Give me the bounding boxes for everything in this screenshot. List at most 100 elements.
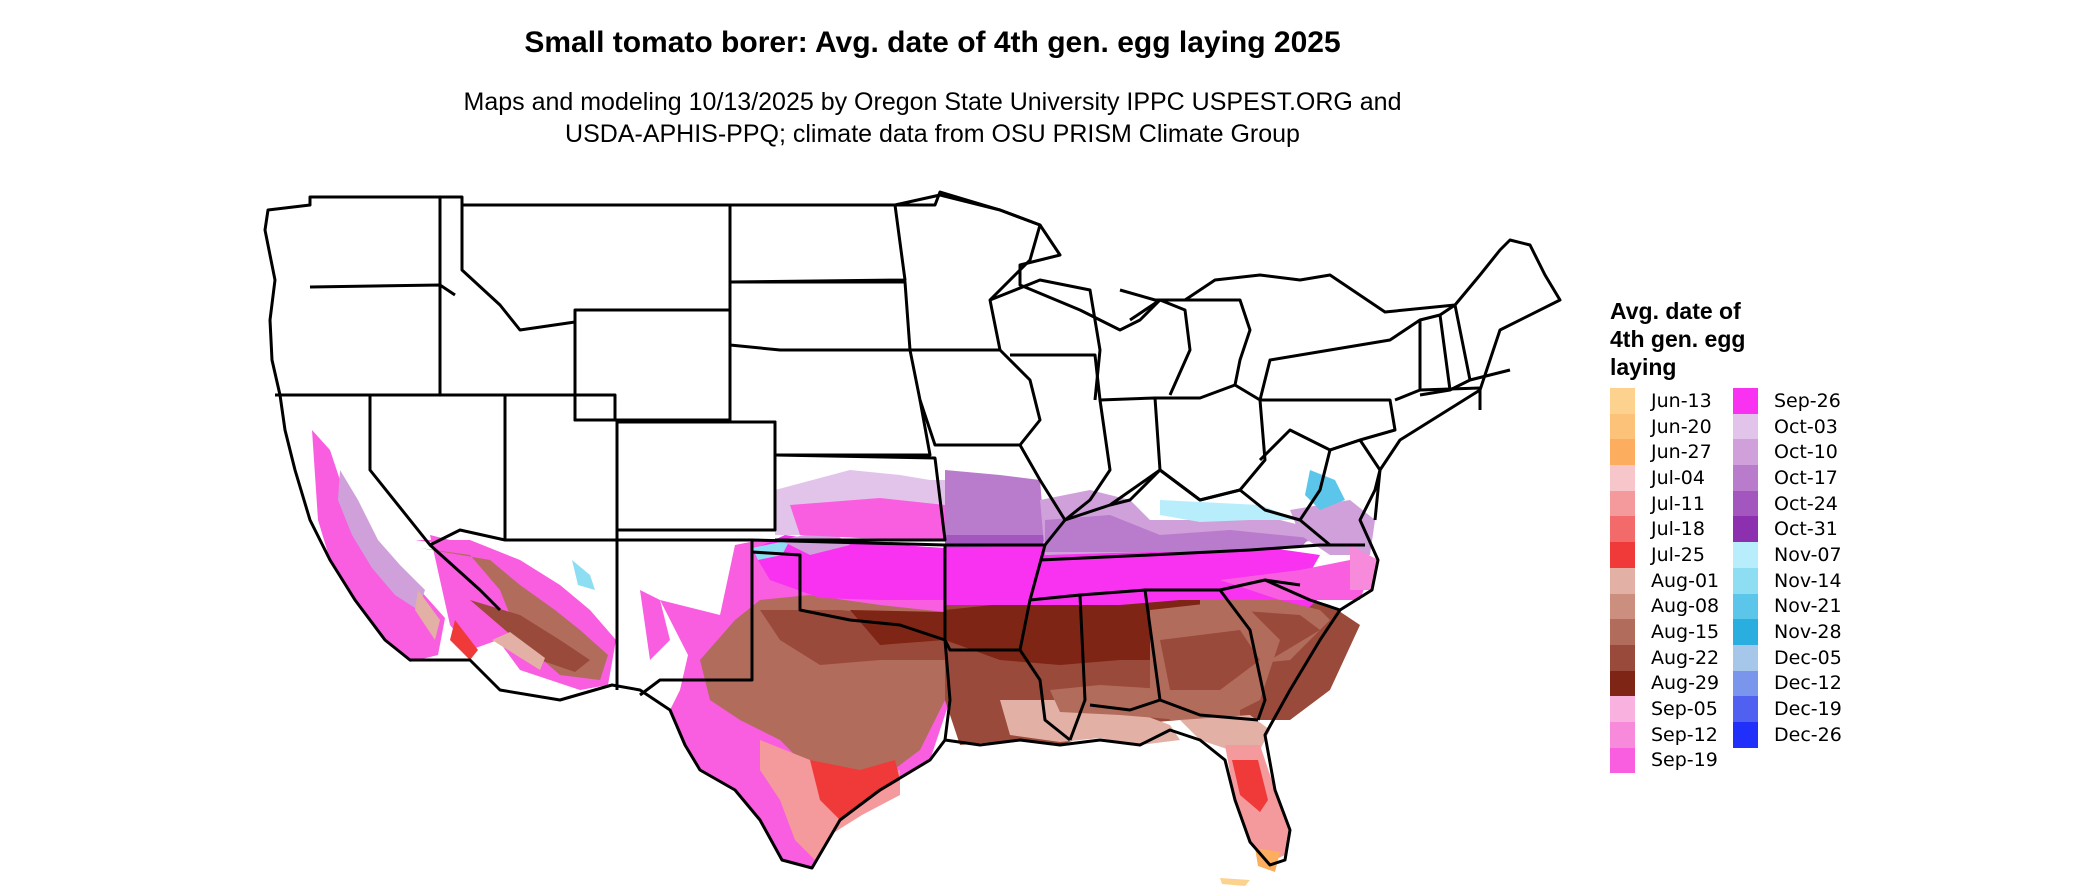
fill-arizona-rust [470, 600, 590, 672]
legend-item: Sep-26 [1733, 388, 1842, 414]
fill-arizona-red [450, 620, 478, 660]
legend-swatch [1733, 413, 1758, 440]
legend-title-line-1: Avg. date of [1610, 298, 1741, 324]
legend-swatch [1610, 721, 1635, 748]
legend-label: Jul-11 [1651, 492, 1705, 515]
legend-label: Jun-27 [1651, 441, 1712, 464]
legend-item: Aug-01 [1610, 567, 1719, 594]
fill-missouri-band [945, 470, 1045, 548]
legend-label: Sep-19 [1651, 749, 1718, 772]
legend-item: Sep-19 [1610, 747, 1719, 774]
legend-swatch [1733, 490, 1758, 517]
legend-swatch [1610, 747, 1635, 774]
subtitle-line-2: USDA-APHIS-PPQ; climate data from OSU PR… [565, 120, 1300, 148]
legend-label: Oct-24 [1774, 492, 1838, 515]
legend-item: Nov-21 [1733, 593, 1842, 620]
legend-item: Aug-29 [1610, 670, 1720, 697]
legend-item: Jun-20 [1610, 413, 1719, 440]
legend-label: Nov-14 [1774, 569, 1842, 592]
legend-item: Oct-24 [1733, 490, 1842, 517]
legend-title: Avg. date of 4th gen. egg laying [1610, 297, 1745, 381]
legend-swatch [1733, 542, 1758, 568]
fill-texas-coast-red [810, 760, 900, 820]
us-outline [263, 190, 1562, 870]
legend-item: Aug-08 [1610, 593, 1720, 620]
legend-item: Jul-11 [1610, 490, 1719, 517]
legend-label: Oct-17 [1774, 466, 1838, 489]
legend-swatch [1610, 670, 1635, 697]
legend-column-2: Sep-26 Oct-03 Oct-10 Oct-17 Oct-24 Oct-31 Nov-… [1733, 388, 1842, 748]
legend-item: Oct-03 [1733, 413, 1842, 440]
legend-item: Dec-05 [1733, 644, 1842, 671]
legend-swatch [1610, 619, 1635, 645]
legend-item: Jul-04 [1610, 465, 1719, 491]
legend-label: Jul-04 [1651, 466, 1705, 489]
fill-california-inner [338, 470, 425, 610]
legend-item: Jun-27 [1610, 439, 1719, 466]
fill-florida-keys [1220, 878, 1250, 886]
legend-swatch [1610, 516, 1635, 543]
legend-label: Oct-10 [1774, 441, 1838, 464]
legend-swatch [1610, 542, 1635, 568]
legend-swatch [1733, 696, 1758, 722]
legend-item: Oct-10 [1733, 439, 1842, 466]
subtitle-line-1: Maps and modeling 10/13/2025 by Oregon S… [463, 88, 1402, 116]
legend-label: Jul-25 [1651, 543, 1705, 566]
legend-label: Nov-28 [1774, 621, 1842, 644]
legend-title-line-2: 4th gen. egg [1610, 326, 1746, 352]
legend-item: Jun-13 [1610, 388, 1719, 414]
legend-swatch [1733, 721, 1758, 748]
fill-tennessee-blue [1160, 500, 1300, 522]
legend-item: Nov-14 [1733, 567, 1842, 594]
legend-title-line-3: laying [1610, 354, 1677, 380]
legend-label: Aug-22 [1651, 646, 1720, 669]
legend-item: Jul-25 [1610, 542, 1719, 568]
legend-item: Oct-31 [1733, 516, 1842, 543]
legend-label: Jun-20 [1651, 415, 1712, 438]
legend-swatch [1733, 465, 1758, 491]
legend-label: Jul-18 [1651, 518, 1705, 541]
legend-label: Nov-07 [1774, 543, 1842, 566]
fill-nc-coast [1350, 545, 1378, 590]
fill-florida-north [1180, 715, 1270, 750]
legend-item: Dec-26 [1733, 721, 1842, 748]
legend-label: Aug-29 [1651, 672, 1720, 695]
legend-swatch [1610, 465, 1635, 491]
legend-swatch [1610, 388, 1635, 414]
fill-florida-red [1232, 760, 1268, 812]
legend-swatch [1733, 670, 1758, 697]
legend-label: Dec-26 [1774, 723, 1842, 746]
legend-label: Nov-21 [1774, 595, 1842, 618]
legend-item: Sep-05 [1610, 696, 1719, 722]
map-title: Small tomato borer: Avg. date of 4th gen… [524, 26, 1341, 59]
legend-swatch [1610, 567, 1635, 594]
fill-nc-pink [1220, 560, 1370, 600]
legend-label: Dec-05 [1774, 646, 1842, 669]
legend-item: Nov-07 [1733, 542, 1842, 568]
fill-kentucky-darker [1045, 515, 1310, 552]
legend-swatch [1610, 439, 1635, 466]
legend-swatch [1733, 619, 1758, 645]
fill-arkansas-magenta [945, 545, 1045, 590]
legend-item: Nov-28 [1733, 619, 1842, 645]
legend-item: Aug-22 [1610, 644, 1720, 671]
legend-swatch [1733, 644, 1758, 671]
legend-label: Sep-05 [1651, 698, 1718, 721]
legend-item: Aug-15 [1610, 619, 1719, 645]
legend-swatch [1610, 490, 1635, 517]
legend-label: Sep-26 [1774, 389, 1841, 412]
legend-label: Aug-15 [1651, 621, 1720, 644]
legend-item: Oct-17 [1733, 465, 1842, 491]
legend-label: Dec-19 [1774, 698, 1842, 721]
legend-item: Jul-18 [1610, 516, 1719, 543]
legend-item: Sep-12 [1610, 721, 1719, 748]
legend-label: Aug-08 [1651, 595, 1720, 618]
legend-swatch [1733, 439, 1758, 466]
legend-label: Dec-12 [1774, 672, 1842, 695]
legend-swatch [1610, 696, 1635, 722]
map-subtitle: Maps and modeling 10/13/2025 by Oregon S… [0, 86, 1865, 150]
legend-label: Oct-31 [1774, 518, 1838, 541]
legend-label: Oct-03 [1774, 415, 1838, 438]
fill-arizona-pink [492, 632, 545, 670]
